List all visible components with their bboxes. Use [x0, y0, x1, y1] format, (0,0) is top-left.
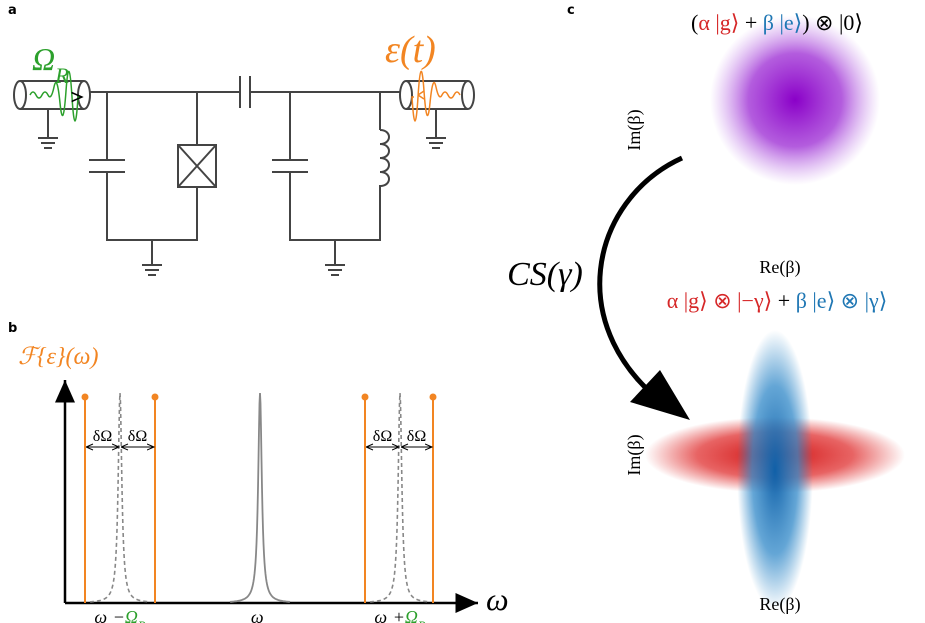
gate-arrow — [597, 155, 684, 413]
text-part: Ω — [405, 607, 418, 623]
drive-dot — [151, 393, 159, 401]
text-part: ( — [691, 10, 698, 35]
axis-label: Re(β) — [759, 594, 800, 615]
x-axis-label: ω — [486, 581, 509, 617]
text-part: c — [264, 619, 270, 623]
cavity-peak — [369, 392, 431, 603]
text-part: α |g⟩ — [698, 10, 739, 35]
text-part: c — [107, 619, 113, 623]
text-part: Ω — [32, 41, 55, 77]
text-part: R — [137, 619, 146, 623]
x-tick-label: ωc−ΩR — [94, 607, 146, 623]
gate-arrowhead — [630, 370, 690, 420]
panel-label: c — [567, 3, 575, 18]
axis-label: Im(β) — [624, 109, 645, 150]
text-part: ℱ{ε}(ω) — [18, 344, 98, 370]
circuit — [13, 70, 475, 276]
text-part: ) ⊗ |0⟩ — [802, 10, 863, 35]
text-part: ω — [486, 581, 509, 617]
text-part: ω — [251, 607, 264, 623]
text-part: + — [739, 10, 762, 35]
drive-dot — [361, 393, 369, 401]
final-state: α |g⟩ ⊗ |−γ⟩ + β |e⟩ ⊗ |γ⟩ — [667, 288, 888, 313]
text-part: β |e⟩ — [763, 10, 802, 35]
text-part: Ω — [125, 607, 138, 623]
axis-label: Im(β) — [624, 434, 645, 475]
spectrum — [55, 380, 478, 613]
y-axis-label: ℱ{ε}(ω) — [18, 344, 98, 370]
gate-label: CS(γ) — [507, 256, 583, 293]
text-part: ω — [94, 607, 107, 623]
spacing-label: δΩ — [93, 428, 113, 445]
text-part: α |g⟩ ⊗ |−γ⟩ — [667, 288, 773, 313]
axis-label: Re(β) — [759, 257, 800, 278]
drive-dot — [429, 393, 437, 401]
drive-dot — [81, 393, 89, 401]
cavity-peak — [89, 392, 151, 603]
resonance-peak — [229, 392, 291, 603]
text-part: R — [54, 63, 69, 88]
panel-label: b — [8, 321, 17, 336]
text-part: + — [772, 288, 795, 313]
spacing-label: δΩ — [128, 428, 148, 445]
text-part: ε(t) — [385, 29, 436, 71]
x-tick-label: ωc+ΩR — [374, 607, 426, 623]
excited-state-blob — [737, 330, 813, 610]
text-part: ω — [374, 607, 387, 623]
spacing-label: δΩ — [407, 428, 427, 445]
drive-label: ΩR — [32, 41, 69, 88]
text-part: c — [387, 619, 393, 623]
initial-state: (α |g⟩ + β |e⟩) ⊗ |0⟩ — [691, 10, 863, 35]
text-part: − — [113, 607, 125, 623]
x-tick-label: ωc — [251, 607, 270, 623]
spacing-label: δΩ — [373, 428, 393, 445]
text-part: β |e⟩ ⊗ |γ⟩ — [796, 288, 888, 313]
signal-label: ε(t) — [385, 29, 436, 71]
panel-label: a — [8, 3, 17, 18]
text-part: + — [393, 607, 405, 623]
initial-state-blob — [710, 15, 880, 185]
text-part: R — [417, 619, 426, 623]
